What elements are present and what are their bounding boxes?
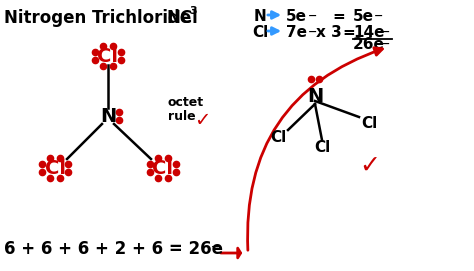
Text: Cl: Cl bbox=[98, 47, 118, 66]
Text: 3: 3 bbox=[189, 6, 197, 16]
Text: ✓: ✓ bbox=[359, 154, 381, 178]
Text: N: N bbox=[307, 86, 323, 105]
Text: Cl: Cl bbox=[252, 25, 268, 40]
Text: −: − bbox=[381, 27, 391, 37]
Text: ✓: ✓ bbox=[194, 111, 210, 131]
Text: =: = bbox=[342, 25, 355, 40]
Text: −: − bbox=[308, 11, 318, 21]
Text: −: − bbox=[211, 242, 220, 252]
Text: 14e: 14e bbox=[353, 25, 384, 40]
Text: −: − bbox=[308, 27, 318, 37]
Text: Cl: Cl bbox=[45, 159, 65, 178]
Text: rule: rule bbox=[168, 109, 196, 122]
Text: =: = bbox=[332, 9, 345, 24]
Text: NCl: NCl bbox=[167, 9, 199, 27]
Text: 26e: 26e bbox=[353, 37, 385, 52]
Text: 7e: 7e bbox=[286, 25, 307, 40]
FancyArrowPatch shape bbox=[247, 48, 383, 250]
Text: Cl: Cl bbox=[361, 115, 377, 131]
Text: Cl: Cl bbox=[270, 131, 286, 146]
Text: N: N bbox=[254, 9, 267, 24]
Text: Cl: Cl bbox=[314, 140, 330, 156]
Text: octet: octet bbox=[168, 96, 204, 109]
Text: x 3: x 3 bbox=[316, 25, 342, 40]
Text: −: − bbox=[381, 39, 391, 49]
Text: −: − bbox=[374, 11, 383, 21]
Text: Nitrogen Trichloride: Nitrogen Trichloride bbox=[4, 9, 191, 27]
Text: 5e: 5e bbox=[353, 9, 374, 24]
Text: Cl: Cl bbox=[153, 159, 173, 178]
Text: 5e: 5e bbox=[286, 9, 307, 24]
Text: 6 + 6 + 6 + 2 + 6 = 26e: 6 + 6 + 6 + 2 + 6 = 26e bbox=[4, 240, 223, 258]
Text: N: N bbox=[100, 107, 116, 125]
